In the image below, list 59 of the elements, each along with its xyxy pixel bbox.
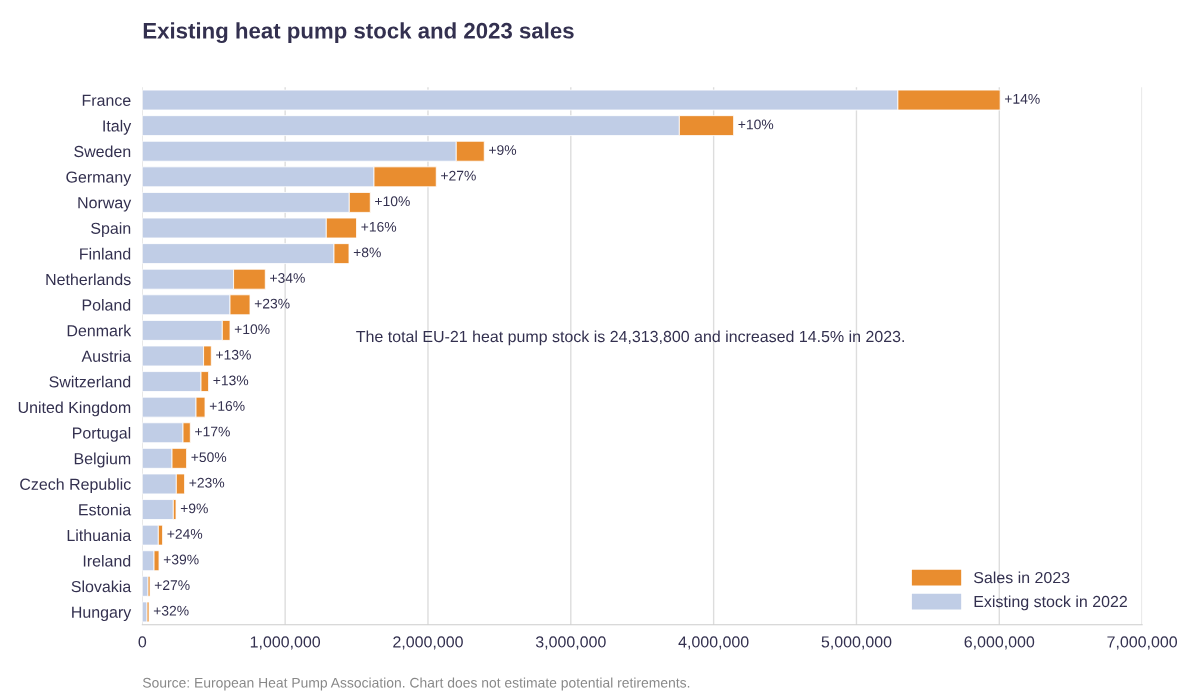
y-tick-label: Germany [66,171,132,186]
annotation: +16% [361,221,397,232]
y-tick-label: Lithuania [67,529,132,542]
annotation: +14% [1004,94,1040,104]
bar [142,499,174,520]
annotation: +39% [163,554,199,565]
y-tick-label: Spain [91,222,131,238]
y-tick-label: Hungary [72,606,132,622]
x-tick-label: 4,000,000 [678,636,749,650]
y-tick-label: Netherlands [46,273,131,286]
annotation: +9% [180,503,208,514]
x-tick-label: 1,000,000 [250,636,321,650]
x-tick-label: 7,000,000 [1107,636,1178,650]
annotation: +27% [154,580,190,590]
y-tick-label: Belgium [74,452,131,468]
annotation: +17% [195,426,230,437]
annotation: +13% [213,375,249,386]
annotation: +9% [489,145,517,155]
annotation: The total EU-21 heat pump stock is 24,313,800 and increased 14.5% in 2023. [356,330,904,346]
y-tick-label: Poland [82,299,131,311]
y-tick-label: Denmark [67,324,132,337]
annotation: +32% [153,605,189,616]
annotation: +27% [441,170,476,181]
bar [146,601,150,623]
y-tick-label: Slovakia [71,580,132,593]
x-tick-label: 0 [138,636,147,648]
annotation: +24% [167,529,203,539]
y-tick-label: Italy [103,119,132,135]
annotation: +10% [738,119,774,130]
y-tick-label: France [82,94,131,106]
bar [142,524,159,546]
x-tick-label: 5,000,000 [821,636,892,650]
y-tick-label: Norway [78,197,132,212]
y-tick-label: Sweden [74,145,131,158]
y-tick-label: Finland [80,247,131,260]
annotation: +50% [191,452,227,463]
annotation: +13% [216,349,251,360]
annotation: +10% [234,324,270,335]
x-tick-label: 3,000,000 [535,636,606,650]
y-tick-label: Czech Republic [20,478,131,494]
legend-label: Existing stock in 2022 [974,595,1127,611]
y-tick-label: Portugal [73,426,131,442]
x-tick-label: 2,000,000 [393,636,463,650]
y-tick-label: Ireland [83,554,131,567]
y-tick-label: United Kingdom [18,401,131,417]
legend-label: Sales in 2023 [974,571,1070,584]
y-tick-label: Austria [81,350,132,362]
y-tick-label: Estonia [79,503,132,516]
annotation: +10% [375,196,410,207]
annotation: +23% [254,298,290,309]
annotation: +8% [353,247,381,258]
chart-title: Existing heat pump stock and 2023 sales [143,22,574,44]
source-note: Source: European Heat Pump Association. Chart does not estimate potential retirements. [142,677,690,691]
x-tick-label: 6,000,000 [964,636,1035,650]
annotation: +16% [209,401,245,411]
annotation: +23% [189,477,225,488]
annotation: +34% [270,273,305,283]
bar [147,575,151,597]
y-tick-label: Switzerland [49,375,131,388]
